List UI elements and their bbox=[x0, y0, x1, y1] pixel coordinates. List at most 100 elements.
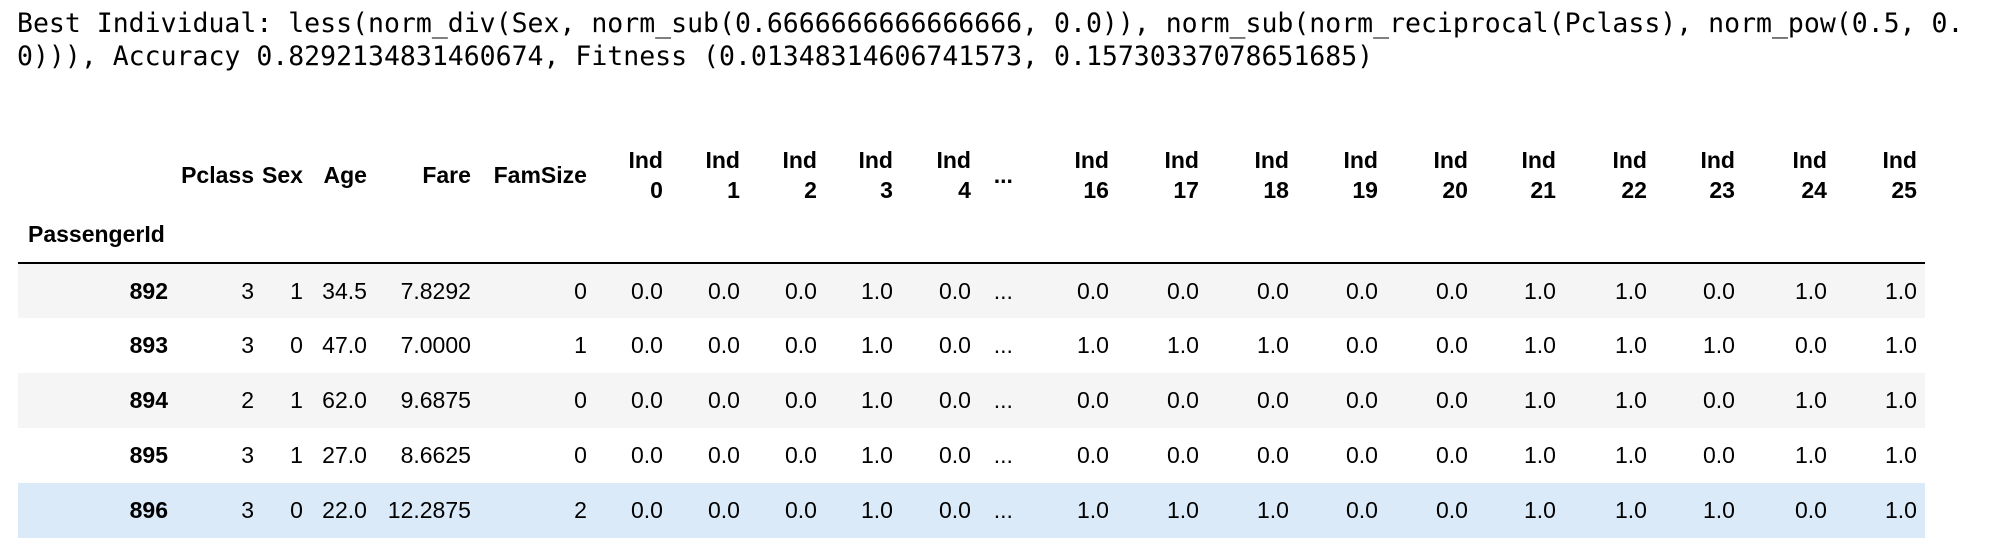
column-header-ind-24: Ind 24 bbox=[1743, 128, 1835, 221]
column-header-ind-25: Ind 25 bbox=[1835, 128, 1925, 221]
table-cell: 0.0 bbox=[707, 277, 740, 304]
table-cell: 12.2875 bbox=[387, 497, 471, 523]
table-cell: 1.0 bbox=[860, 332, 893, 358]
blank-header-cell bbox=[1654, 221, 1743, 264]
table-cell: 1.0 bbox=[1794, 277, 1827, 304]
table-cell: 2 bbox=[241, 387, 254, 413]
column-header-label: Ind bbox=[1882, 146, 1917, 173]
table-cell: 0.0 bbox=[1702, 387, 1735, 413]
table-cell: 9.6875 bbox=[400, 387, 471, 413]
column-header-number: 19 bbox=[1352, 176, 1378, 203]
table-cell: 1.0 bbox=[1884, 277, 1917, 304]
table-cell: 0.0 bbox=[630, 497, 663, 523]
table-cell: 0.0 bbox=[784, 332, 817, 358]
column-header-number: 24 bbox=[1801, 176, 1827, 203]
table-cell: 1.0 bbox=[1794, 442, 1827, 468]
table-cell: 1.0 bbox=[860, 277, 893, 304]
table-cell: 1.0 bbox=[1794, 387, 1827, 413]
table-cell: 1.0 bbox=[1256, 332, 1289, 358]
column-header-number: 23 bbox=[1709, 176, 1735, 203]
blank-header-cell bbox=[1206, 221, 1297, 264]
table-body: 892 3 1 34.5 7.8292 0 0.0 0.0 0.0 1.0 0.0... 0.0 0.0… bbox=[18, 263, 1925, 538]
table-cell: 1.0 bbox=[1702, 332, 1735, 358]
table-cell: 0.0 bbox=[784, 277, 817, 304]
row-index-cell: 893 bbox=[129, 332, 168, 358]
column-header-ind-21: Ind 21 bbox=[1476, 128, 1564, 221]
table-cell: 0.0 bbox=[1435, 277, 1468, 304]
column-header-number: 16 bbox=[1083, 176, 1109, 203]
table-cell: 2 bbox=[574, 497, 587, 523]
column-header-number: 17 bbox=[1173, 176, 1199, 203]
table-cell: 0.0 bbox=[784, 497, 817, 523]
table-cell: 7.0000 bbox=[400, 332, 471, 358]
table-cell: 1.0 bbox=[1523, 442, 1556, 468]
column-header-ind-20: Ind 20 bbox=[1386, 128, 1476, 221]
table-cell: 0.0 bbox=[1345, 442, 1378, 468]
blank-header-cell bbox=[594, 221, 671, 264]
blank-header-cell bbox=[18, 128, 176, 221]
column-header-number: 21 bbox=[1530, 176, 1556, 203]
table-cell: 0.0 bbox=[707, 442, 740, 468]
table-cell: 0 bbox=[290, 497, 303, 523]
blank-header-cell bbox=[1742, 221, 1835, 264]
column-header-label: Ind bbox=[1254, 146, 1289, 173]
table-cell: 0.0 bbox=[938, 497, 971, 523]
table-cell: 0.0 bbox=[707, 497, 740, 523]
column-header-sex: Sex bbox=[262, 161, 303, 188]
table-cell: 0.0 bbox=[1702, 277, 1735, 304]
table-cell: 0 bbox=[290, 332, 303, 358]
table-cell: 0.0 bbox=[630, 332, 663, 358]
table-cell: 1.0 bbox=[1256, 497, 1289, 523]
table-cell: 0.0 bbox=[938, 387, 971, 413]
blank-header-cell bbox=[670, 221, 748, 264]
blank-header-cell bbox=[374, 221, 479, 264]
table-cell: 0 bbox=[574, 277, 587, 304]
column-header-label: Ind bbox=[1164, 146, 1199, 173]
table-cell: 1.0 bbox=[1523, 332, 1556, 358]
row-index-cell: 892 bbox=[129, 277, 168, 304]
table-cell: 0.0 bbox=[1256, 442, 1289, 468]
table-cell: 1.0 bbox=[860, 387, 893, 413]
table-cell: 0.0 bbox=[1794, 332, 1827, 358]
table-cell: 0.0 bbox=[1435, 332, 1468, 358]
column-header-number: 25 bbox=[1891, 176, 1917, 203]
column-header-ind-4: Ind 4 bbox=[901, 128, 979, 221]
table-cell: 62.0 bbox=[322, 387, 367, 413]
dataframe-table: Pclass Sex Age Fare FamSize Ind 0 Ind 1 In… bbox=[18, 128, 1925, 538]
column-header-label: Ind bbox=[1433, 146, 1468, 173]
column-header-number: 20 bbox=[1442, 176, 1468, 203]
table-cell: 1.0 bbox=[1076, 332, 1109, 358]
table-cell: ... bbox=[993, 277, 1013, 304]
table-cell: 1.0 bbox=[860, 442, 893, 468]
column-header-age: Age bbox=[323, 161, 367, 188]
table-cell: 0.0 bbox=[1345, 497, 1378, 523]
blank-header-cell bbox=[978, 221, 1021, 264]
column-header-label: Ind bbox=[628, 146, 663, 173]
table-cell: ... bbox=[993, 332, 1013, 358]
table-cell: ... bbox=[993, 442, 1013, 468]
column-header-label: Ind bbox=[782, 146, 817, 173]
column-header-ind-0: Ind 0 bbox=[595, 128, 671, 221]
column-header-label: Ind bbox=[936, 146, 971, 173]
row-index-cell: 896 bbox=[129, 497, 168, 523]
table-cell: 0.0 bbox=[707, 332, 740, 358]
table-cell: 0.0 bbox=[1435, 387, 1468, 413]
column-header-ind-22: Ind 22 bbox=[1564, 128, 1655, 221]
table-cell: 0.0 bbox=[1076, 442, 1109, 468]
table-cell: 1 bbox=[290, 387, 303, 413]
table-cell: 0.0 bbox=[1166, 387, 1199, 413]
column-header-ind-18: Ind 18 bbox=[1207, 128, 1297, 221]
blank-header-cell bbox=[1385, 221, 1476, 264]
table-cell: 1.0 bbox=[1884, 387, 1917, 413]
table-cell: 8.6625 bbox=[400, 442, 471, 468]
table-cell: 0.0 bbox=[707, 387, 740, 413]
table-cell: 0.0 bbox=[784, 387, 817, 413]
table-cell: 0.0 bbox=[1256, 277, 1289, 304]
table-cell: 0.0 bbox=[784, 442, 817, 468]
table-cell: 1.0 bbox=[1166, 497, 1199, 523]
blank-header-cell bbox=[1020, 221, 1117, 264]
column-header-label: Ind bbox=[1612, 146, 1647, 173]
table-cell: 1.0 bbox=[1702, 497, 1735, 523]
table-cell: 1.0 bbox=[1614, 442, 1647, 468]
column-header-number: 22 bbox=[1621, 176, 1647, 203]
